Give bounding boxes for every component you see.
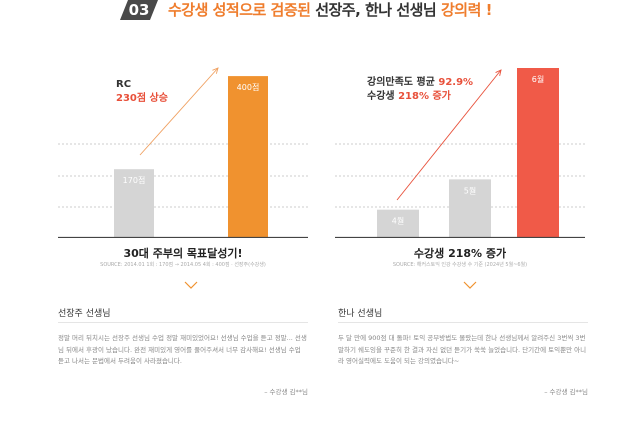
right-chart-note: 강의만족도 평균 92.9% 수강생 218% 증가 (367, 76, 473, 104)
right-signature: – 수강생 김**님 (544, 388, 588, 396)
right-chart: 4월 5월 6월 강의만족도 평균 92.9% 수강생 218% 증가 (335, 60, 585, 238)
left-caption: 30대 주부의 목표달성기! (123, 247, 243, 260)
bar-value-label: 5월 (464, 185, 476, 195)
bar (228, 76, 268, 238)
bar-value-label: 4월 (392, 216, 404, 226)
bar (377, 209, 419, 238)
section-number-badge: 03 (120, 0, 158, 20)
right-source: SOURCE: 해커스토익 인강 수강생 수 기준 (2024년 5월~6월) (392, 262, 528, 268)
left-teacher-name: 선장주 선생님 (58, 309, 111, 319)
trend-arrowhead (212, 67, 219, 74)
bar-value-label: 400점 (237, 82, 260, 92)
right-teacher-name: 한나 선생님 (338, 309, 383, 319)
bar (517, 68, 559, 238)
bar-value-label: 170점 (123, 175, 146, 185)
right-note-line2-a: 수강생 (367, 91, 395, 102)
left-signature: – 수강생 김**님 (264, 388, 308, 396)
left-note-line2: 230점 상승 (116, 93, 168, 104)
right-note-line1-a: 강의만족도 평균 (367, 77, 435, 88)
trend-arrow-line (139, 67, 219, 156)
headline-part3: 강의력 ! (440, 1, 492, 19)
right-chart-svg: 4월 5월 6월 (335, 68, 585, 238)
left-chart-svg: 170점 400점 (58, 67, 308, 238)
trend-arrowhead (495, 69, 502, 76)
headline-part2: 선장주, 한나 선생님 (315, 1, 437, 19)
left-divider (58, 322, 308, 323)
bar-value-label: 6월 (532, 74, 544, 84)
section-header: 03 수강생 성적으로 검증된 선장주, 한나 선생님 강의력 ! (0, 0, 640, 30)
right-divider (338, 322, 588, 323)
left-chart-note: RC 230점 상승 (116, 78, 168, 106)
right-note-line2-b: 218% 증가 (398, 91, 451, 102)
right-chevron-down-icon (463, 281, 477, 289)
left-testimonial: 정말 머리 뒤치시는 선장주 선생님 수업 정말 재미있었어요! 선생님 수업을… (58, 334, 307, 365)
bar (114, 169, 154, 238)
right-note-line1-b: 92.9% (438, 77, 474, 88)
trend-arrow-line (396, 69, 502, 201)
right-testimonial: 두 달 만에 900점 대 돌파! 토익 공부방법도 몰랐는데 한나 선생님께서… (338, 334, 587, 365)
left-chart: 170점 400점 RC 230점 상승 (58, 60, 308, 238)
left-source: SOURCE: 2014.01 1회 : 170점 → 2014.05 4회 :… (100, 262, 266, 268)
bar (449, 179, 491, 238)
left-note-line1: RC (116, 79, 132, 90)
left-chevron-down-icon (184, 281, 198, 289)
right-caption: 수강생 218% 증가 (413, 247, 507, 260)
headline-part1: 수강생 성적으로 검증된 (168, 1, 311, 19)
section-headline: 수강생 성적으로 검증된 선장주, 한나 선생님 강의력 ! (168, 0, 492, 20)
